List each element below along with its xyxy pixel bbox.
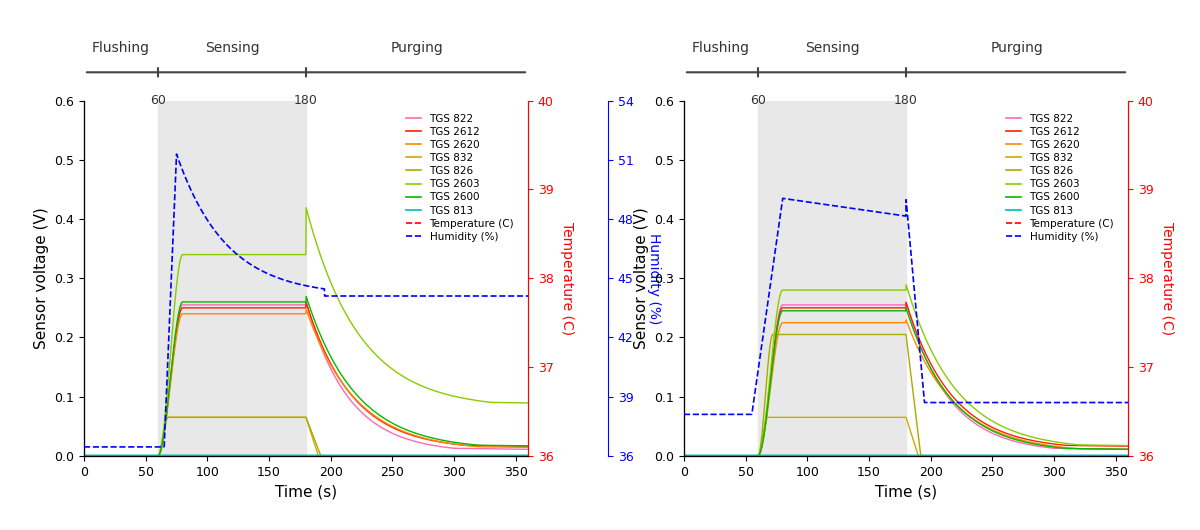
Text: Flushing: Flushing	[92, 40, 150, 55]
Y-axis label: Humidity (%): Humidity (%)	[647, 233, 661, 324]
X-axis label: Time (s): Time (s)	[875, 484, 937, 499]
Text: 60: 60	[750, 94, 766, 107]
Bar	[758, 101, 906, 456]
Y-axis label: Temperature (C): Temperature (C)	[560, 222, 575, 335]
Y-axis label: Sensor voltage (V): Sensor voltage (V)	[634, 207, 649, 349]
Legend: TGS 822, TGS 2612, TGS 2620, TGS 832, TGS 826, TGS 2603, TGS 2600, TGS 813, Temp: TGS 822, TGS 2612, TGS 2620, TGS 832, TG…	[1002, 110, 1118, 246]
Text: 180: 180	[894, 94, 918, 107]
Text: Purging: Purging	[391, 40, 443, 55]
Y-axis label: Temperature (C): Temperature (C)	[1160, 222, 1175, 335]
Text: Sensing: Sensing	[205, 40, 259, 55]
Text: 180: 180	[294, 94, 318, 107]
Legend: TGS 822, TGS 2612, TGS 2620, TGS 832, TGS 826, TGS 2603, TGS 2600, TGS 813, Temp: TGS 822, TGS 2612, TGS 2620, TGS 832, TG…	[402, 110, 518, 246]
Text: Flushing: Flushing	[692, 40, 750, 55]
Text: Sensing: Sensing	[805, 40, 859, 55]
X-axis label: Time (s): Time (s)	[275, 484, 337, 499]
Text: 60: 60	[150, 94, 166, 107]
Y-axis label: Sensor voltage (V): Sensor voltage (V)	[34, 207, 49, 349]
Bar	[158, 101, 306, 456]
Text: Purging: Purging	[991, 40, 1043, 55]
